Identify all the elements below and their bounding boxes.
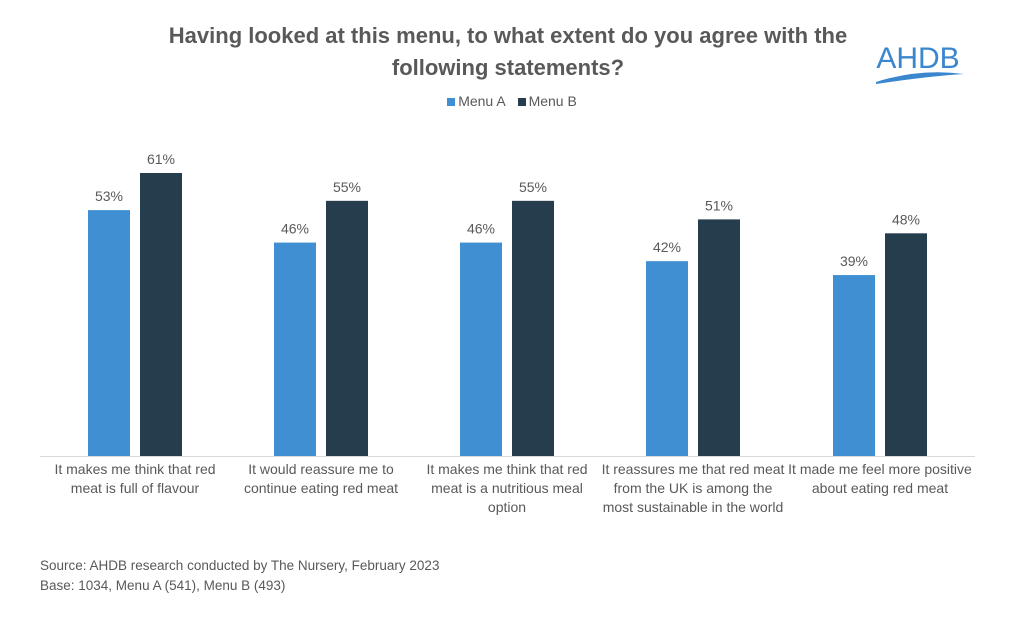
logo-text: AHDB (876, 42, 959, 75)
data-label: 42% (653, 239, 681, 255)
bar-menu-b (885, 233, 927, 456)
bar-menu-b (326, 200, 368, 456)
data-label: 55% (519, 179, 547, 195)
data-label: 46% (281, 221, 309, 237)
bar-menu-b (512, 200, 554, 456)
data-label: 53% (95, 188, 123, 204)
category-label: It reassures me that red meat from the U… (601, 461, 785, 515)
chart-title: Having looked at this menu, to what exte… (168, 23, 848, 80)
source-note: Source: AHDB research conducted by The N… (40, 558, 440, 573)
data-label: 39% (840, 253, 868, 269)
bar-menu-a (833, 275, 875, 456)
base-note: Base: 1034, Menu A (541), Menu B (493) (40, 578, 286, 593)
legend-label: Menu B (528, 93, 577, 109)
data-label: 48% (892, 211, 920, 227)
data-label: 51% (705, 197, 733, 213)
data-label: 46% (467, 221, 495, 237)
ahdb-logo: AHDB (870, 38, 970, 93)
footer: Source: AHDB research conducted by The N… (40, 556, 439, 596)
category-label: It makes me think that red meat is a nut… (426, 461, 588, 515)
category-label: It made me feel more positive about eati… (788, 461, 972, 496)
legend: Menu A Menu B (0, 93, 1024, 109)
category-label: It would reassure me to continue eating … (243, 461, 399, 496)
data-label: 55% (333, 179, 361, 195)
legend-item-menu-a: Menu A (447, 93, 506, 109)
data-label: 61% (147, 151, 175, 167)
bar-menu-b (698, 219, 740, 456)
bar-menu-a (274, 242, 316, 456)
bar-menu-a (646, 261, 688, 456)
legend-label: Menu A (458, 93, 506, 109)
bar-menu-b (140, 173, 182, 456)
bar-menu-a (460, 242, 502, 456)
category-label: It makes me think that red meat is full … (54, 461, 216, 496)
legend-item-menu-b: Menu B (517, 93, 577, 109)
bar-menu-a (88, 210, 130, 456)
